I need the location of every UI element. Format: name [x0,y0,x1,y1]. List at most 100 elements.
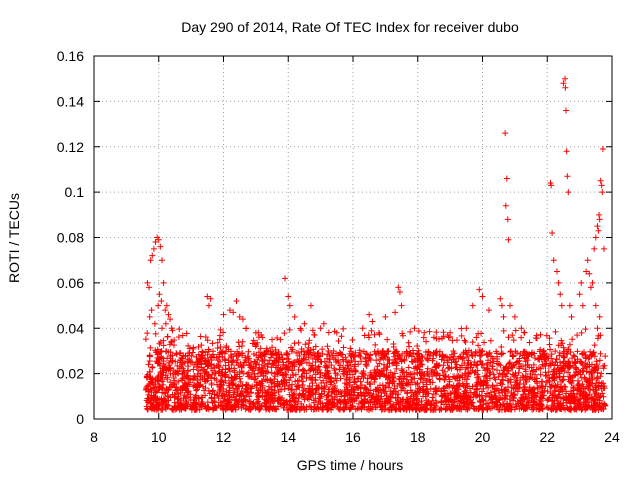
roti-point [211,399,218,406]
roti-point [335,359,342,366]
roti-point [531,385,538,392]
roti-point [202,361,209,368]
roti-point [574,371,581,378]
roti-point [340,364,347,371]
roti-point [441,368,448,375]
roti-point [484,372,491,379]
roti-point [206,390,213,397]
roti-point [156,400,163,407]
roti-point [382,406,389,413]
roti-point [577,358,584,365]
roti-point [597,393,604,400]
roti-point [392,388,399,395]
roti-point [432,385,439,392]
roti-point [202,384,209,391]
roti-point [463,380,470,387]
roti-point [387,388,394,395]
roti-point [346,359,353,366]
roti-point [407,387,414,394]
roti-point [308,365,315,372]
roti-point [441,376,448,383]
roti-point [164,376,171,383]
roti-point [571,394,578,401]
roti-point [275,398,282,405]
roti-point [456,373,463,380]
roti-point [523,379,530,386]
roti-point [325,348,332,355]
roti-point [204,375,211,382]
roti-point [267,354,274,361]
roti-point [154,388,161,395]
roti-point [420,387,427,394]
roti-point [551,388,558,395]
roti-point [183,380,190,387]
roti-point [487,359,494,366]
roti-point [300,378,307,385]
roti-point [571,360,578,367]
y-tick-label: 0.08 [57,230,84,246]
roti-point [243,381,250,388]
roti-point [253,396,260,403]
roti-point [539,378,546,385]
roti-point [565,369,572,376]
roti-point [544,388,551,395]
roti-point [358,382,365,389]
roti-point [556,391,563,398]
roti-point [534,390,541,397]
roti-point [386,374,393,381]
roti-point [164,392,171,399]
roti-point [302,356,309,363]
roti-point [191,372,198,379]
roti-point [143,384,150,391]
roti-point [174,367,181,374]
roti-point [301,405,308,412]
roti-point [386,404,393,411]
roti-point [242,388,249,395]
roti-point [357,378,364,385]
roti-point [327,381,334,388]
roti-point [601,385,608,392]
roti-point [593,380,600,387]
roti-point [312,350,319,357]
roti-point [193,399,200,406]
roti-point [443,397,450,404]
roti-point [323,379,330,386]
roti-point [478,361,485,368]
roti-point [451,389,458,396]
roti-point [278,386,285,393]
roti-point [349,371,356,378]
roti-point [586,369,593,376]
roti-point [258,402,265,409]
roti-point [557,405,564,412]
roti-point [342,354,349,361]
roti-point [459,355,466,362]
roti-point [258,369,265,376]
roti-point [471,405,478,412]
roti-point [348,404,355,411]
roti-point [429,394,436,401]
y-axis-title: ROTI / TECUs [6,193,22,283]
roti-point [542,357,549,364]
roti-point [452,394,459,401]
roti-point [602,353,609,360]
roti-point [483,382,490,389]
roti-point [219,392,226,399]
roti-point [447,390,454,397]
roti-point [471,369,478,376]
roti-point [444,383,451,390]
roti-point [172,384,179,391]
roti-point [276,381,283,388]
roti-point [144,395,151,402]
roti-point [175,399,182,406]
roti-point [269,379,276,386]
roti-point [145,388,152,395]
roti-point [185,350,192,357]
roti-point [500,367,507,374]
roti-point [418,361,425,368]
roti-point [241,359,248,366]
roti-point [246,373,253,380]
roti-point [424,386,431,393]
roti-point [597,373,604,380]
roti-point [298,373,305,380]
roti-point [538,356,545,363]
